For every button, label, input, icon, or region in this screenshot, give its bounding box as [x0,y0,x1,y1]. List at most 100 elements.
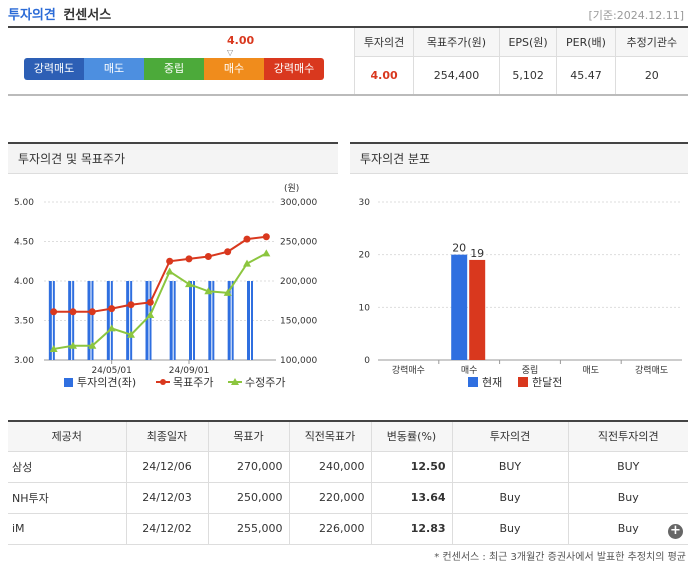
cell-target: 250,000 [207,481,290,514]
adjusted-price-point [204,287,213,295]
adjusted-price-point [185,280,193,288]
cell-date: 24/12/06 [125,450,209,483]
col-eps: EPS(원) [498,28,557,56]
more-plus-icon[interactable]: + [668,524,683,539]
x-tick: 중립 [522,365,539,376]
cell-opinion: Buy [451,481,569,514]
opinion-bar-stripe [192,281,193,360]
opinion-bar-stripe [109,281,111,360]
legend-adjusted-marker [231,378,239,385]
opinion-bar-stripe [148,281,150,360]
scale-buy: 매수 [204,58,264,80]
y-tick: 0 [364,356,370,366]
target-price-point [50,308,58,316]
target-price-point [166,257,174,265]
target-price-point [185,255,193,263]
legend-adjusted: 수정주가 [245,376,285,389]
table-row: 삼성 24/12/06 270,000 240,000 12.50 BUY BU… [8,450,688,483]
cell-prev-target: 240,000 [288,450,372,483]
adjusted-price-point [88,341,97,349]
val-target: 254,400 [413,55,500,94]
cell-opinion: Buy [451,512,569,545]
broker-name[interactable]: iM [8,512,127,545]
data-label: 19 [470,247,484,260]
opinion-bar-stripe [90,281,92,360]
legend-target: 목표주가 [173,376,213,389]
th-target: 목표가 [207,421,290,452]
footnote: * 컨센서스 : 최근 3개월간 증권사에서 발표한 추정치의 평균 [434,552,686,563]
adjusted-price-point [127,330,135,338]
y-tick: 20 [359,251,371,261]
val-count: 20 [614,55,688,94]
legend-swatch [518,377,528,387]
col-count: 추정기관수 [614,28,688,56]
y-left-tick: 3.00 [14,356,34,366]
legend-opinion: 투자의견(좌) [77,376,136,389]
title-sub: 컨센서스 [63,8,112,23]
target-price-point [262,233,270,241]
bar-month-ago [469,259,486,360]
opinion-bar-stripe [71,281,73,360]
opinion-distribution-panel: 투자의견 분포 30 20 10 0 강력매수 매수 20 19 중립 매도 강력매도 현재 한달전 [350,142,688,397]
panel-title: 투자의견 및 목표주가 [8,144,338,174]
cell-prev-target: 220,000 [288,481,372,514]
opinion-price-chart: 5.00 4.50 4.00 3.50 3.00 300,000 250,000 200,00… [14,183,318,389]
x-tick: 강력매수 [392,364,425,376]
legend-target-marker [160,379,166,385]
y-right-tick: 150,000 [280,317,317,327]
broker-name[interactable]: NH투자 [8,481,127,514]
cell-prev-target: 226,000 [288,512,372,545]
th-broker: 제공처 [8,421,127,452]
cell-date: 24/12/03 [125,481,209,514]
adjusted-price-point [107,324,116,332]
col-opinion: 투자의견 [353,28,414,56]
opinion-bar-stripe [250,281,251,360]
val-eps: 5,102 [498,55,557,94]
opinion-bar-stripe [211,281,213,360]
adjusted-price-point [165,267,174,275]
target-price-point [204,253,212,261]
scale-sell: 매도 [84,58,144,80]
adjusted-price-point [243,259,251,267]
col-per: PER(배) [556,28,616,56]
th-prev-target: 직전목표가 [288,421,372,452]
x-tick: 매수 [461,365,478,376]
cell-target: 270,000 [207,450,290,483]
col-target: 목표주가(원) [413,28,500,56]
th-change: 변동률(%) [370,421,453,452]
consensus-table: 투자의견 목표주가(원) EPS(원) PER(배) 추정기관수 4.00 25… [353,28,688,94]
cell-target: 255,000 [207,512,290,545]
target-price-point [88,308,96,316]
opinion-bar-stripe [129,281,131,360]
val-per: 45.47 [556,55,616,94]
opinion-bar-stripe [172,281,174,360]
opinion-scale: 강력매도 매도 중립 매수 강력매수 [24,58,324,80]
cell-date: 24/12/02 [125,512,209,545]
val-opinion: 4.00 [353,55,414,94]
scale-value: 4.00 [227,34,255,47]
y-tick: 10 [359,303,371,313]
legend-label: 현재 [482,376,502,389]
th-opinion: 투자의견 [451,421,569,452]
x-tick: 24/05/01 [91,366,131,376]
table-row: iM 24/12/02 255,000 226,000 12.83 Buy Bu… [8,512,688,545]
y-left-tick: 4.50 [14,238,34,248]
y-tick: 30 [359,198,371,208]
legend-swatch [468,377,478,387]
y-left-tick: 3.50 [14,317,34,327]
cell-prev-opinion: Buy [567,512,688,545]
broker-name[interactable]: 삼성 [8,450,127,483]
cell-prev-opinion: Buy [567,481,688,514]
base-date: [기준:2024.12.11] [588,9,684,22]
y-right-tick: 200,000 [280,277,317,287]
cell-prev-opinion: BUY [567,450,688,483]
legend-label: 한달전 [532,376,562,389]
y-left-tick: 5.00 [14,198,34,208]
x-tick: 24/09/01 [169,366,209,376]
header: 투자의견 컨센서스 [기준:2024.12.11] [8,4,688,24]
adjusted-price-point [262,249,271,257]
scale-pointer-icon: ▽ [227,48,234,57]
data-label: 20 [452,242,466,255]
y-right-tick: 250,000 [280,238,317,248]
